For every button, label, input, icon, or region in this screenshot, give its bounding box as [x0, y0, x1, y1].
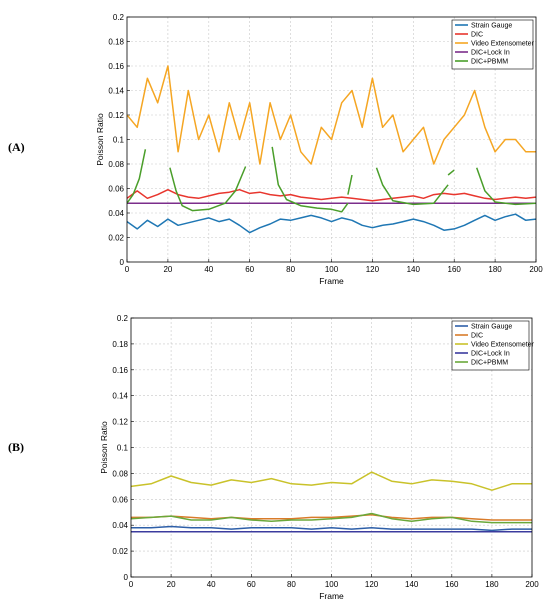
x-tick-label: 80	[287, 580, 296, 589]
series-line-4-seg1	[169, 166, 247, 212]
x-tick-label: 20	[163, 265, 172, 274]
legend-entry: DIC	[471, 333, 483, 340]
y-tick-label: 0.14	[108, 87, 124, 96]
series-line-4-seg5	[447, 169, 455, 176]
plot-frame	[130, 317, 533, 578]
y-tick-label: 0.02	[112, 547, 128, 556]
y-tick-label: 0.08	[108, 160, 124, 169]
x-tick-label: 200	[529, 265, 543, 274]
chart-panel-1: 0 20 40 60 80 100 120 140 160 180 200 0 0.02 0.04 0.06…	[99, 314, 539, 601]
x-tick-label: 0	[125, 265, 130, 274]
x-tick-label: 180	[485, 580, 499, 589]
panel-a-label: (A)	[8, 140, 25, 154]
series-line-1	[131, 514, 532, 521]
x-tick-label: 80	[286, 265, 295, 274]
legend-entry: DIC+Lock In	[471, 50, 510, 57]
series-line-0	[131, 525, 532, 532]
y-tick-label: 0.04	[108, 209, 124, 218]
y-tick-label: 0.06	[112, 495, 128, 504]
series-line-0	[127, 213, 536, 234]
legend: Strain Gauge DIC Video Extensometer DIC+Loc…	[451, 19, 535, 70]
x-tick-label: 40	[207, 580, 216, 589]
x-tick-label: 140	[407, 265, 421, 274]
x-tick-label: 200	[525, 580, 539, 589]
legend-entry: Strain Gauge	[471, 23, 512, 30]
series-line-2	[131, 471, 532, 491]
y-tick-label: 0.2	[117, 314, 129, 323]
y-axis-label: Poisson Ratio	[99, 421, 109, 474]
y-tick-label: 0.18	[112, 340, 128, 349]
legend-entry: DIC	[471, 32, 483, 39]
y-tick-label: 0.18	[108, 38, 124, 47]
x-tick-label: 160	[448, 265, 462, 274]
x-tick-label: 60	[247, 580, 256, 589]
y-tick-label: 0.08	[112, 469, 128, 478]
series-line-4-seg2	[271, 146, 349, 213]
y-axis-label: Poisson Ratio	[95, 113, 105, 166]
series-line-4	[131, 512, 532, 524]
x-tick-label: 20	[167, 580, 176, 589]
x-tick-label: 180	[488, 265, 502, 274]
legend-entry: Video Extensometer	[471, 41, 535, 48]
legend-entry: DIC+PBMM	[471, 360, 508, 367]
y-tick-label: 0.12	[112, 418, 128, 427]
x-tick-label: 100	[325, 580, 339, 589]
y-tick-label: 0.04	[112, 521, 128, 530]
series-line-4-seg0	[127, 149, 147, 204]
x-tick-label: 40	[204, 265, 213, 274]
x-tick-label: 0	[129, 580, 134, 589]
legend: Strain Gauge DIC Video Extensometer DIC+Loc…	[451, 320, 535, 371]
panel-b-label: (B)	[8, 440, 24, 454]
y-tick-label: 0.12	[108, 111, 124, 120]
series-line-1	[127, 188, 536, 202]
y-tick-label: 0.14	[112, 392, 128, 401]
y-tick-label: 0.1	[117, 444, 129, 453]
y-tick-label: 0.16	[112, 366, 128, 375]
series-line-4-seg3	[347, 174, 353, 195]
series-line-4-seg6	[475, 167, 536, 206]
x-tick-label: 120	[365, 580, 379, 589]
x-axis-label: Frame	[319, 276, 344, 286]
x-axis-label: Frame	[319, 591, 344, 601]
y-tick-label: 0	[124, 573, 129, 582]
legend-entry: Strain Gauge	[471, 324, 512, 331]
y-tick-label: 0.2	[113, 13, 125, 22]
x-tick-label: 120	[366, 265, 380, 274]
y-tick-label: 0.06	[108, 185, 124, 194]
y-tick-label: 0.1	[113, 136, 125, 145]
legend-entry: Video Extensometer	[471, 342, 535, 349]
x-tick-label: 60	[245, 265, 254, 274]
series-line-2	[127, 65, 536, 165]
series-line-4-seg4	[375, 167, 449, 206]
x-tick-label: 140	[405, 580, 419, 589]
legend-entry: DIC+Lock In	[471, 351, 510, 358]
y-tick-label: 0.02	[108, 234, 124, 243]
y-tick-label: 0.16	[108, 62, 124, 71]
x-tick-label: 100	[325, 265, 339, 274]
plot-frame	[126, 16, 537, 263]
x-tick-label: 160	[445, 580, 459, 589]
chart-panel-0: 0 20 40 60 80 100 120 140 160 180 200 0 0.02 0.04 0.06…	[95, 13, 543, 286]
legend-entry: DIC+PBMM	[471, 59, 508, 66]
y-tick-label: 0	[120, 258, 125, 267]
